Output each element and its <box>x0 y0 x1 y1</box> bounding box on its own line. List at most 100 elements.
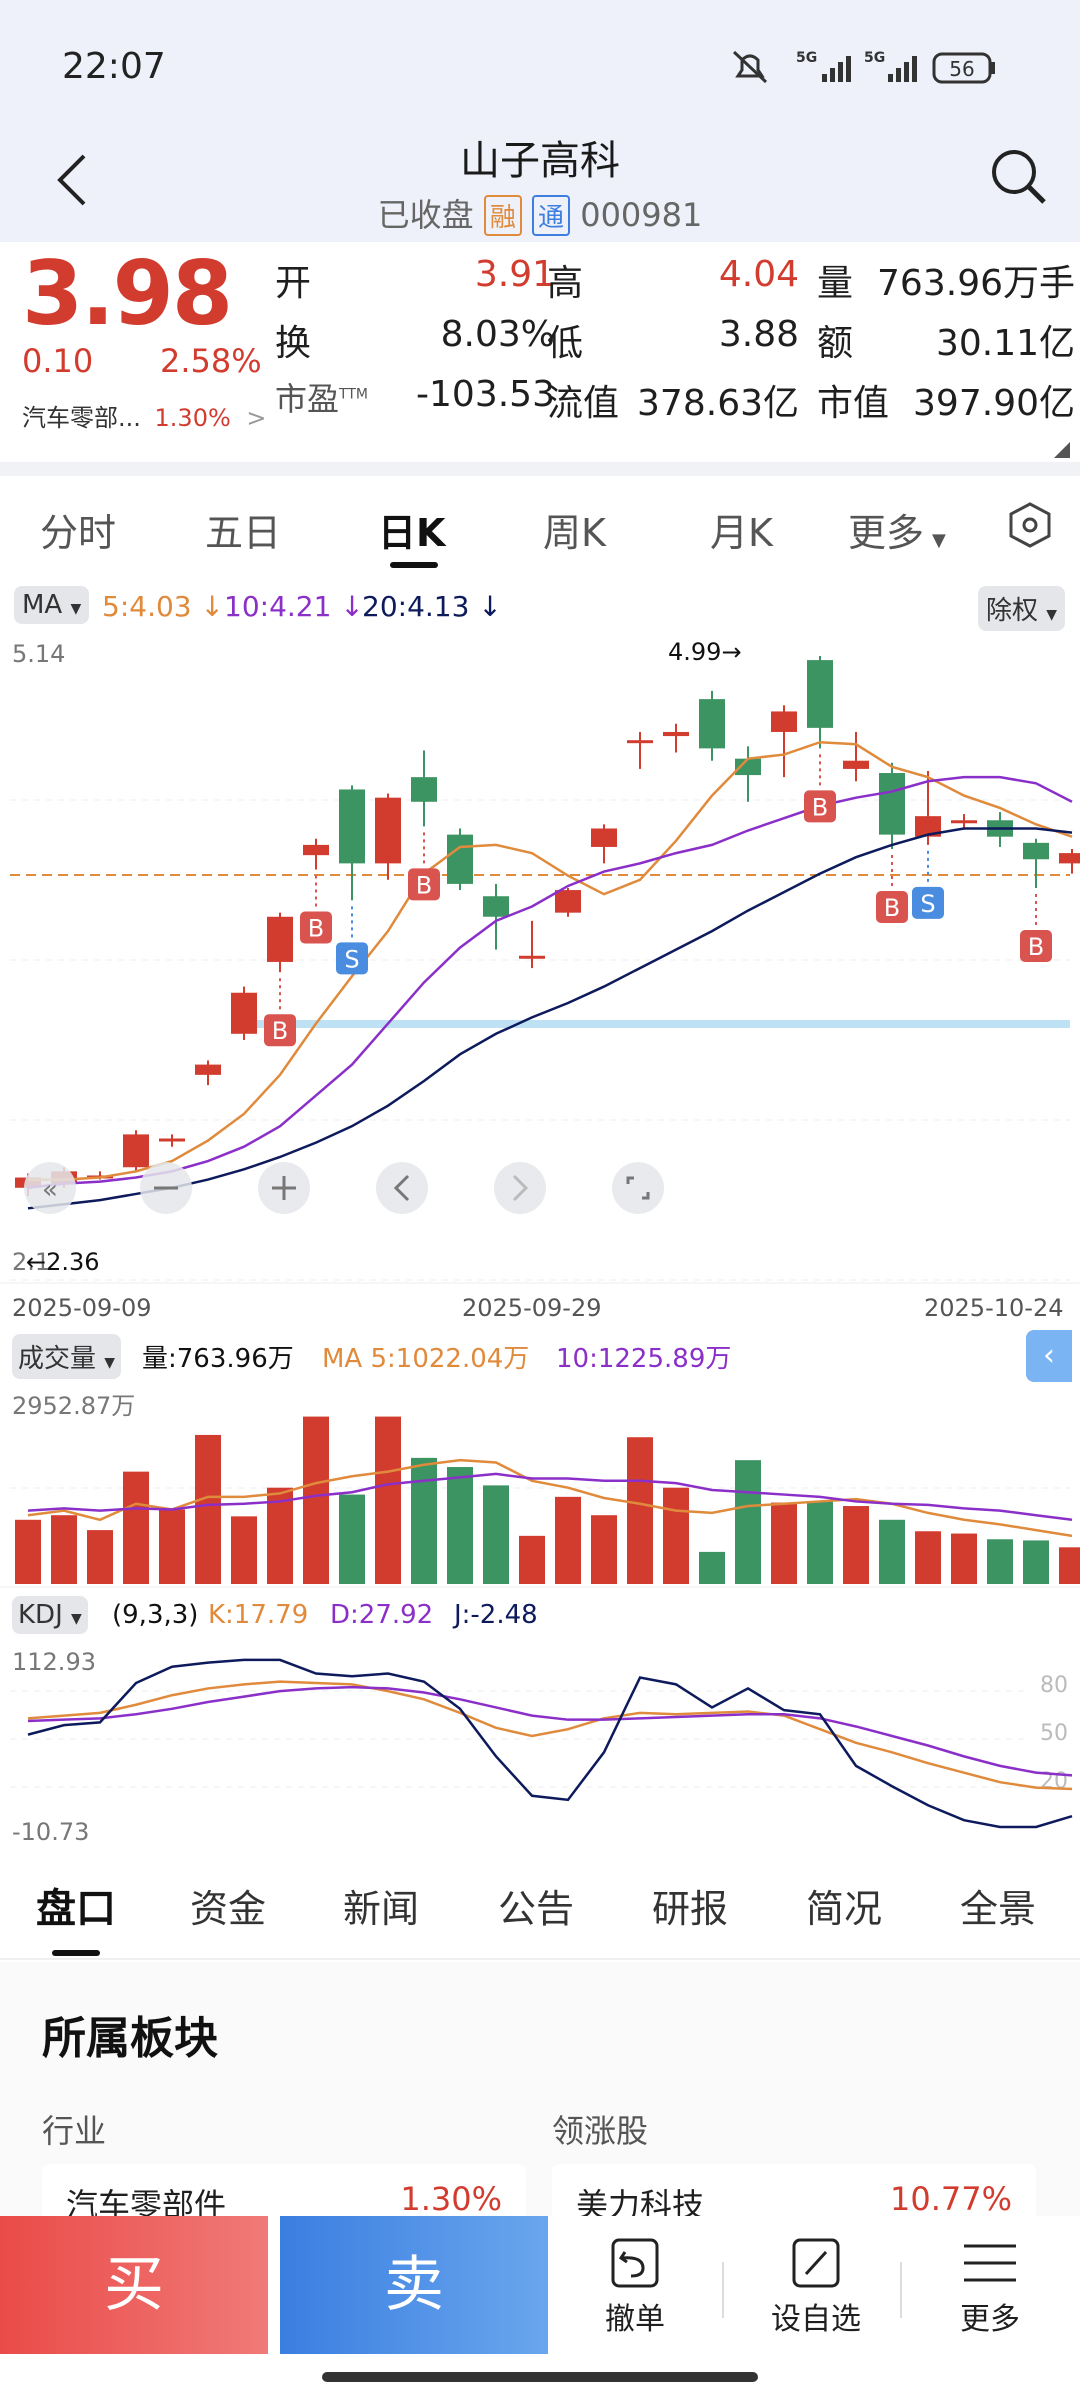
tab-more[interactable]: 更多 ▼ <box>848 511 946 555</box>
price-change: 0.10 <box>22 342 94 380</box>
leader-pct: 10.77% <box>889 2180 1012 2218</box>
turnover-label: 换 <box>275 323 312 364</box>
svg-text:B: B <box>308 915 324 943</box>
volume-bar <box>519 1535 545 1584</box>
undo-icon <box>611 2238 659 2288</box>
next-button[interactable] <box>494 1162 546 1214</box>
chart-controls: « <box>24 1162 664 1214</box>
sector-pct: 1.30% <box>154 404 231 432</box>
candle <box>699 690 725 761</box>
k-y-top: 5.14 <box>12 640 65 668</box>
volume-ma10-line <box>27 1472 1073 1522</box>
amount-label: 额 <box>817 323 854 364</box>
tab-profile[interactable]: 简况 <box>806 1887 883 1931</box>
volume-ma5-line <box>27 1458 1073 1538</box>
kdj-bar: KDJ ▼ (9,3,3) K:17.79 D:27.92 J:-2.48 <box>0 1590 1080 1646</box>
ma20-value: 20:4.13 ↓ <box>362 590 502 623</box>
kdj-j: J:-2.48 <box>454 1600 538 1630</box>
candle <box>447 828 473 891</box>
volume-bar <box>735 1460 761 1584</box>
tab-panorama[interactable]: 全景 <box>960 1887 1037 1931</box>
high-value: 4.04 <box>718 254 799 295</box>
open-value: 3.91 <box>474 254 555 295</box>
sell-button[interactable]: 卖 <box>280 2216 548 2354</box>
max-price-label: 4.99→ <box>668 638 742 666</box>
industry-card[interactable]: 汽车零部件 1.30% <box>42 2164 526 2224</box>
bottom-bar: 买 卖 撤单 设自选 更多 <box>0 2216 1080 2400</box>
volume-y-top: 2952.87万 <box>12 1392 135 1420</box>
float-cap-label: 流值 <box>547 383 620 424</box>
edit-icon <box>792 2238 840 2288</box>
volume-selector[interactable]: 成交量 ▼ <box>12 1334 122 1379</box>
fullscreen-button[interactable] <box>612 1162 664 1214</box>
home-indicator <box>322 2372 758 2382</box>
ma-selector[interactable]: MA ▼ <box>14 586 90 624</box>
cancel-order-button[interactable]: 撤单 <box>580 2236 690 2338</box>
volume-bar <box>807 1501 833 1584</box>
volume-bar <box>195 1434 221 1584</box>
market-status: 已收盘 <box>377 196 474 234</box>
candle <box>735 746 761 802</box>
status-icons: 5G 5G 56 <box>732 50 995 84</box>
volume-bar <box>483 1485 509 1584</box>
ma5-value: 5:4.03 ↓ <box>102 590 224 623</box>
vol-label: 量 <box>817 263 854 304</box>
add-watchlist-button[interactable]: 设自选 <box>756 2236 876 2338</box>
tab-five-day[interactable]: 五日 <box>205 511 282 555</box>
tab-research[interactable]: 研报 <box>652 1887 729 1931</box>
min-price-label: ←2.36 <box>26 1248 100 1276</box>
buy-button[interactable]: 买 <box>0 2216 268 2354</box>
stock-name: 山子高科 <box>460 138 620 184</box>
ma-bar: MA ▼ 5:4.03 ↓ 10:4.21 ↓ 20:4.13 ↓ 除权 ▼ <box>0 578 1080 634</box>
industry-label: 行业 <box>42 2112 107 2150</box>
add-watchlist-label: 设自选 <box>771 2302 861 2337</box>
volume-ma5: MA 5:1022.04万 <box>322 1344 530 1374</box>
tab-news[interactable]: 新闻 <box>343 1887 420 1931</box>
kdj-selector[interactable]: KDJ ▼ <box>12 1596 88 1634</box>
volume-bar <box>771 1502 797 1584</box>
tab-handicap[interactable]: 盘口 <box>36 1886 116 1932</box>
search-icon[interactable] <box>986 144 1050 208</box>
candle <box>879 762 905 850</box>
stock-subline: 已收盘 融 通 000981 <box>0 190 1080 236</box>
market-cap-value: 397.90亿 <box>913 383 1075 424</box>
fast-back-button[interactable] <box>24 1162 76 1214</box>
candle <box>195 1060 221 1086</box>
tab-monthly-k[interactable]: 月K <box>710 511 773 555</box>
kdj-params: (9,3,3) <box>112 1600 199 1630</box>
kdj-80: 80 <box>1040 1673 1068 1698</box>
svg-text:B: B <box>272 1017 288 1045</box>
candle <box>627 731 653 769</box>
buy-mark <box>300 911 332 944</box>
volume-bar <box>915 1531 941 1584</box>
sector-link[interactable]: 汽车零部... 1.30% > <box>22 398 267 433</box>
tab-daily-k[interactable]: 日K <box>378 511 446 555</box>
amount-value: 30.11亿 <box>935 323 1075 364</box>
volume-bar <box>699 1551 725 1584</box>
more-button[interactable]: 更多 <box>935 2236 1045 2338</box>
adjust-selector[interactable]: 除权 ▼ <box>978 586 1066 631</box>
tab-weekly-k[interactable]: 周K <box>543 511 606 555</box>
tab-announcement[interactable]: 公告 <box>498 1887 575 1931</box>
candle <box>411 750 437 827</box>
tab-minute[interactable]: 分时 <box>40 511 117 555</box>
caret-down-icon: ▼ <box>932 530 946 551</box>
turnover-value: 8.03% <box>440 314 555 355</box>
svg-text:S: S <box>920 890 935 918</box>
expand-corner-icon[interactable] <box>1054 442 1070 458</box>
signal-icon-1 <box>822 56 851 82</box>
candle <box>375 793 401 880</box>
pe-value: -103.53 <box>416 374 555 415</box>
settings-hexagon-icon[interactable] <box>1005 500 1055 550</box>
kdj-chart: 112.93 -10.73 80 50 20 <box>10 1648 1073 1842</box>
collapse-panel-button[interactable]: ‹ <box>1026 1330 1072 1382</box>
signal-icon-2 <box>888 56 917 82</box>
volume-bar <box>15 1519 41 1584</box>
prev-button[interactable] <box>376 1162 428 1214</box>
tab-fund[interactable]: 资金 <box>190 1887 267 1931</box>
leader-card[interactable]: 美力科技 10.77% <box>552 2164 1036 2224</box>
back-icon[interactable] <box>50 150 94 210</box>
buy-mark <box>876 891 908 924</box>
